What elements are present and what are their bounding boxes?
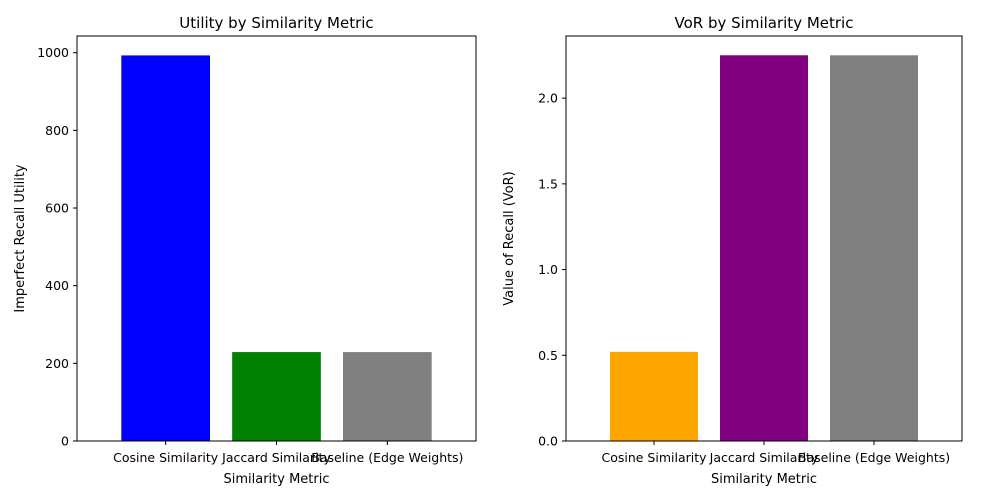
utility-x-tick-label-2: Baseline (Edge Weights) <box>311 450 463 465</box>
utility-bar-2 <box>343 352 432 441</box>
vor-bar-2 <box>830 55 918 442</box>
utility-plot-frame <box>76 35 477 442</box>
vor-y-tick-label-4: 2.0 <box>538 91 558 106</box>
utility-y-tick-label-2: 400 <box>45 278 69 293</box>
vor-y-axis-label: Value of Recall (VoR) <box>502 171 517 305</box>
utility-y-tick-label-3: 600 <box>45 201 69 216</box>
utility-x-axis-label: Similarity Metric <box>223 472 329 487</box>
utility-y-tick-label-4: 800 <box>45 123 69 138</box>
utility-y-axis-label: Imperfect Recall Utility <box>13 164 28 313</box>
utility-y-tick-label-0: 0 <box>61 434 69 449</box>
vor-y-tick-label-1: 0.5 <box>538 348 558 363</box>
vor-chart-panel: 0.0 0.5 1.0 1.5 2.0 Cosine Similarity Jaccard… <box>502 14 963 487</box>
vor-x-tick-label-2: Baseline (Edge Weights) <box>798 450 950 465</box>
vor-bar-1 <box>720 55 808 442</box>
utility-chart-title: Utility by Similarity Metric <box>179 14 373 32</box>
vor-bar-0 <box>610 351 698 441</box>
utility-y-tick-label-5: 1000 <box>37 45 69 60</box>
utility-x-tick-label-1: Jaccard Similarity <box>221 450 331 465</box>
utility-bar-1 <box>232 352 321 441</box>
utility-chart-panel: 0 200 400 600 800 1000 Cosine Similarity Jacca… <box>13 14 477 487</box>
vor-x-tick-label-0: Cosine Similarity <box>601 450 707 465</box>
vor-y-ticks: 0.0 0.5 1.0 1.5 2.0 <box>538 91 566 449</box>
vor-y-tick-label-2: 1.0 <box>538 262 558 277</box>
utility-bars <box>121 55 432 441</box>
vor-x-ticks: Cosine Similarity Jaccard SimilarityBasel… <box>601 441 950 465</box>
vor-y-tick-label-3: 1.5 <box>538 176 558 191</box>
vor-chart-title: VoR by Similarity Metric <box>675 14 854 32</box>
utility-x-ticks: Cosine Similarity Jaccard SimilarityBasel… <box>113 441 463 465</box>
utility-y-tick-label-1: 200 <box>45 356 69 371</box>
utility-x-tick-label-0: Cosine Similarity <box>113 450 219 465</box>
vor-plot-frame <box>565 35 963 442</box>
vor-x-tick-label-1: Jaccard Similarity <box>709 450 819 465</box>
utility-y-ticks: 0 200 400 600 800 1000 <box>37 45 77 449</box>
vor-bars <box>610 55 918 442</box>
utility-bar-0 <box>121 55 210 441</box>
vor-y-tick-label-0: 0.0 <box>538 434 558 449</box>
vor-x-axis-label: Similarity Metric <box>711 472 817 487</box>
